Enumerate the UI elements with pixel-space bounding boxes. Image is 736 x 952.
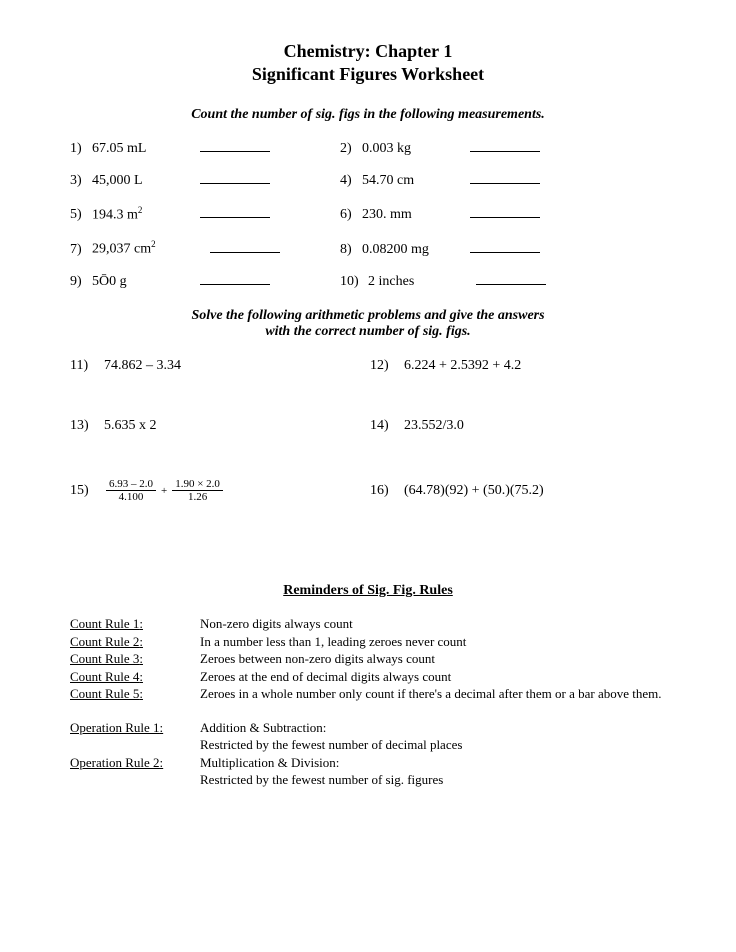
problem-14: 14)23.552/3.0	[370, 418, 670, 434]
problem-10: 10)2 inches	[340, 274, 546, 290]
op-rule-2: Operation Rule 2:Multiplication & Divisi…	[70, 754, 676, 772]
problem-5: 5)194.3 m2	[70, 205, 340, 224]
op-rule-1: Operation Rule 1:Addition & Subtraction:	[70, 719, 676, 737]
instruction-arithmetic: Solve the following arithmetic problems …	[60, 308, 676, 340]
answer-blank[interactable]	[470, 217, 540, 218]
problem-4: 4)54.70 cm	[340, 173, 540, 189]
title-line-2: Significant Figures Worksheet	[60, 63, 676, 86]
count-rules: Count Rule 1:Non-zero digits always coun…	[60, 615, 676, 703]
answer-blank[interactable]	[200, 151, 270, 152]
count-rule-5: Count Rule 5:Zeroes in a whole number on…	[70, 685, 676, 703]
problem-12: 12)6.224 + 2.5392 + 4.2	[370, 358, 670, 374]
problem-16: 16)(64.78)(92) + (50.)(75.2)	[370, 483, 670, 499]
problem-7: 7)29,037 cm2	[70, 239, 340, 258]
answer-blank[interactable]	[470, 151, 540, 152]
problem-13: 13)5.635 x 2	[70, 418, 370, 434]
instruction-counting: Count the number of sig. figs in the fol…	[60, 107, 676, 123]
problem-15: 15) 6.93 – 2.04.100+1.90 × 2.01.26	[70, 478, 370, 503]
operation-rules: Operation Rule 1:Addition & Subtraction:…	[60, 719, 676, 789]
answer-blank[interactable]	[470, 183, 540, 184]
problem-9: 9)5Ō0 g	[70, 274, 340, 290]
answer-blank[interactable]	[210, 252, 280, 253]
problem-11: 11)74.862 – 3.34	[70, 358, 370, 374]
problem-1: 1)67.05 mL	[70, 141, 340, 157]
counting-problems: 1)67.05 mL 2)0.003 kg 3)45,000 L 4)54.70…	[70, 141, 676, 290]
problem-2: 2)0.003 kg	[340, 141, 540, 157]
count-rule-2: Count Rule 2:In a number less than 1, le…	[70, 633, 676, 651]
problem-6: 6)230. mm	[340, 207, 540, 223]
answer-blank[interactable]	[200, 217, 270, 218]
count-rule-4: Count Rule 4:Zeroes at the end of decima…	[70, 668, 676, 686]
answer-blank[interactable]	[200, 183, 270, 184]
fraction-2: 1.90 × 2.01.26	[172, 478, 223, 503]
rules-section: Reminders of Sig. Fig. Rules Count Rule …	[60, 583, 676, 789]
answer-blank[interactable]	[476, 284, 546, 285]
answer-blank[interactable]	[200, 284, 270, 285]
count-rule-1: Count Rule 1:Non-zero digits always coun…	[70, 615, 676, 633]
fraction-1: 6.93 – 2.04.100	[106, 478, 156, 503]
problem-8: 8)0.08200 mg	[340, 242, 540, 258]
count-rule-3: Count Rule 3:Zeroes between non-zero dig…	[70, 650, 676, 668]
problem-3: 3)45,000 L	[70, 173, 340, 189]
rules-title: Reminders of Sig. Fig. Rules	[60, 583, 676, 599]
arithmetic-problems: 11)74.862 – 3.34 12)6.224 + 2.5392 + 4.2…	[70, 358, 676, 503]
worksheet-title: Chemistry: Chapter 1 Significant Figures…	[60, 40, 676, 87]
answer-blank[interactable]	[470, 252, 540, 253]
title-line-1: Chemistry: Chapter 1	[60, 40, 676, 63]
